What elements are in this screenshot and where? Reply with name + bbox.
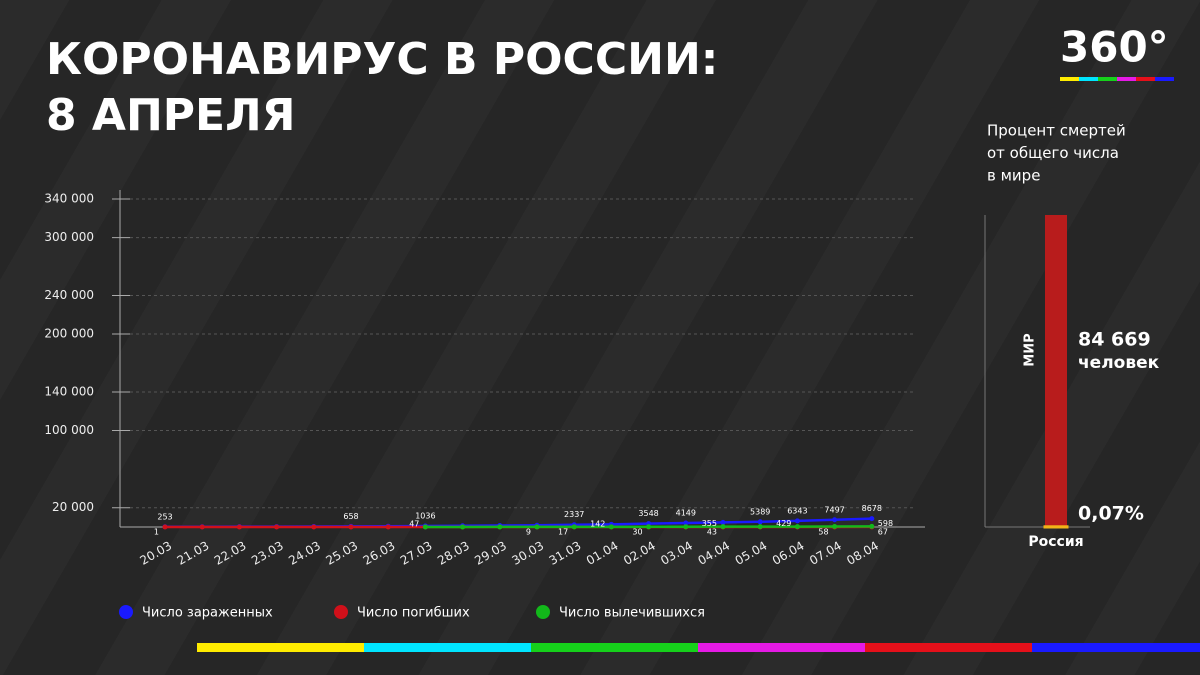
data-label: 5389	[750, 507, 770, 516]
x-tick-label: 03.04	[658, 539, 695, 568]
data-point	[236, 524, 242, 530]
data-label: 1	[154, 527, 159, 536]
x-tick-label: 29.03	[472, 539, 509, 568]
data-label: 6343	[787, 506, 807, 515]
data-point	[646, 524, 652, 530]
data-label: 30	[632, 527, 642, 536]
world-deaths: 84 669	[1078, 329, 1151, 351]
x-tick-label: 07.04	[807, 539, 844, 568]
data-label: 355	[702, 519, 717, 528]
data-label: 9	[526, 527, 531, 536]
x-tick-label: 22.03	[212, 539, 249, 568]
bottom-stripe	[197, 643, 1200, 652]
legend-marker	[334, 605, 348, 619]
world-label: МИР	[1023, 333, 1038, 366]
data-point	[869, 516, 875, 522]
x-tick-label: 01.04	[584, 539, 621, 568]
data-point	[348, 524, 354, 530]
data-label: 8678	[862, 504, 882, 513]
y-tick-label: 140 000	[44, 384, 94, 398]
legend-label: Число зараженных	[142, 606, 273, 621]
data-label: 4149	[676, 508, 696, 517]
data-point	[422, 524, 428, 530]
data-point	[571, 524, 577, 530]
y-tick-label: 20 000	[52, 500, 94, 514]
data-point	[497, 524, 503, 530]
logo-stripe	[1060, 77, 1174, 81]
unit: человек	[1078, 353, 1160, 373]
data-point	[757, 519, 763, 525]
data-point	[311, 524, 317, 530]
title-line: КОРОНАВИРУС В РОССИИ:	[46, 34, 718, 85]
data-point	[460, 524, 466, 530]
data-label: 17	[558, 527, 568, 536]
legend-marker	[536, 605, 550, 619]
legend-label: Число погибших	[357, 606, 470, 621]
data-label: 2337	[564, 510, 584, 519]
data-point	[683, 524, 689, 530]
x-tick-label: 31.03	[547, 539, 584, 568]
data-label: 47	[409, 519, 419, 528]
data-point	[162, 524, 168, 530]
x-tick-label: 08.04	[844, 539, 881, 568]
data-point	[274, 524, 280, 530]
world-bar	[1045, 215, 1067, 527]
x-tick-label: 23.03	[249, 539, 286, 568]
data-label: 429	[776, 519, 791, 528]
data-point	[794, 518, 800, 524]
x-tick-label: 26.03	[361, 539, 398, 568]
bar-title-line: в мире	[987, 167, 1040, 185]
data-label: 58	[818, 527, 828, 536]
data-point	[199, 524, 205, 530]
x-tick-label: 06.04	[770, 539, 807, 568]
data-label: 0,07%	[1078, 503, 1144, 525]
bar-title-line: Процент смертей	[987, 122, 1126, 140]
data-point	[720, 524, 726, 530]
data-point	[832, 524, 838, 530]
data-point	[683, 520, 689, 526]
x-tick-label: 28.03	[435, 539, 472, 568]
y-tick-label: 340 000	[44, 192, 94, 206]
data-point	[608, 524, 614, 530]
x-tick-label: 25.03	[323, 539, 360, 568]
data-label: 67	[878, 527, 888, 536]
x-tick-label: 30.03	[509, 539, 546, 568]
y-tick-label: 240 000	[44, 288, 94, 302]
data-point	[869, 523, 875, 529]
data-point	[794, 524, 800, 530]
data-label: 1036	[415, 512, 435, 521]
bar-title-line: от общего числа	[987, 144, 1119, 162]
data-label: 142	[590, 519, 605, 528]
data-point	[757, 524, 763, 530]
y-tick-label: 200 000	[44, 327, 94, 341]
data-label: 658	[343, 512, 358, 521]
legend-label: Число вылечившихся	[559, 606, 705, 621]
data-label: 43	[707, 527, 717, 536]
x-tick-label: 27.03	[398, 539, 435, 568]
data-point	[720, 519, 726, 525]
x-tick-label: 21.03	[175, 539, 212, 568]
logo: 360°	[1060, 23, 1169, 72]
y-tick-label: 300 000	[44, 230, 94, 244]
x-tick-label: 04.04	[695, 539, 732, 568]
data-label: 598	[878, 519, 893, 528]
legend-marker	[119, 605, 133, 619]
data-label: 253	[157, 512, 172, 521]
y-tick-label: 100 000	[44, 423, 94, 437]
data-point	[534, 524, 540, 530]
title-line: 8 АПРЕЛЯ	[46, 90, 296, 141]
data-label: 7497	[824, 505, 844, 514]
data-point	[832, 517, 838, 523]
x-tick-label: 02.04	[621, 539, 658, 568]
data-point	[385, 524, 391, 530]
x-tick-label: 20.03	[137, 539, 174, 568]
x-tick-label: 05.04	[733, 539, 770, 568]
x-tick-label: 24.03	[286, 539, 323, 568]
data-label: 3548	[638, 509, 658, 518]
category-label: Россия	[1028, 534, 1083, 550]
